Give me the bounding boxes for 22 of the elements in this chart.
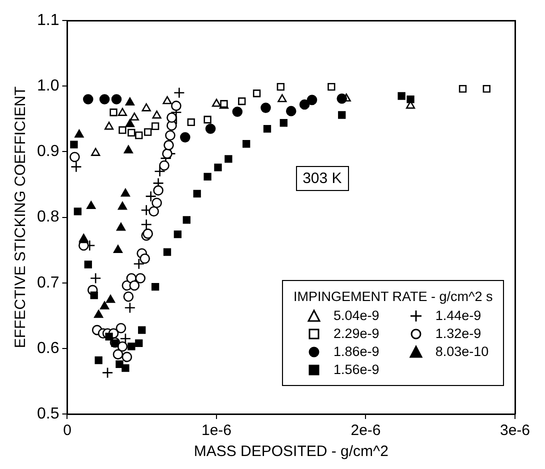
annotation: 303 K bbox=[296, 166, 349, 192]
x-tick-label: 2e-6 bbox=[350, 422, 381, 440]
legend-title: IMPINGEMENT RATE - g/cm^2 s bbox=[293, 289, 493, 304]
y-tick-label: 0.7 bbox=[36, 274, 60, 292]
y-tick-label: 0.5 bbox=[36, 405, 60, 422]
y-tick-label: 1.0 bbox=[36, 78, 60, 95]
y-tick-label: 0.8 bbox=[36, 208, 60, 226]
legend-label: 5.04e-9 bbox=[333, 308, 380, 324]
y-tick-label: 1.1 bbox=[36, 12, 60, 30]
legend-label: 1.56e-9 bbox=[333, 362, 380, 378]
x-tick-label: 1e-6 bbox=[201, 422, 232, 440]
y-tick-label: 0.6 bbox=[36, 340, 60, 357]
legend-label: 1.32e-9 bbox=[435, 326, 482, 342]
legend-label: 1.86e-9 bbox=[333, 344, 380, 360]
x-axis-title: MASS DEPOSITED - g/cm^2 bbox=[194, 443, 388, 460]
x-tick-label: 0 bbox=[63, 422, 72, 440]
x-tick-label: 3e-6 bbox=[500, 422, 530, 440]
y-axis-title: EFFECTIVE STICKING COEFFICIENT bbox=[12, 86, 30, 348]
legend-label: 8.03e-10 bbox=[435, 344, 489, 360]
legend-label: 1.44e-9 bbox=[435, 308, 482, 324]
legend-label: 2.29e-9 bbox=[333, 326, 380, 342]
y-tick-label: 0.9 bbox=[36, 143, 60, 160]
